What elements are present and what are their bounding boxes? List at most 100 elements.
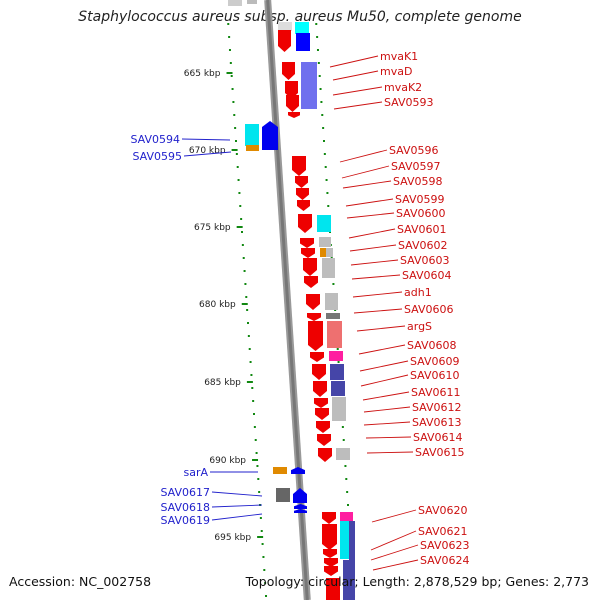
- feature-box: [276, 488, 290, 502]
- reverse-gene-arrow: [308, 321, 323, 351]
- forward-gene-label: SAV0617: [160, 486, 210, 499]
- reverse-gene-label: SAV0598: [393, 175, 443, 188]
- label-leader: [363, 421, 411, 426]
- reverse-gene-arrow: [303, 258, 317, 276]
- reverse-gene-label: mvaD: [380, 65, 412, 78]
- label-leader: [366, 451, 414, 454]
- feature-box: [273, 467, 287, 474]
- label-leader: [346, 212, 395, 219]
- reverse-gene-arrow: [318, 448, 332, 462]
- label-leader: [211, 491, 263, 497]
- label-leader: [362, 391, 410, 401]
- reverse-gene-label: SAV0624: [420, 554, 470, 567]
- feature-box: [246, 145, 259, 151]
- label-leader: [350, 259, 399, 266]
- feature-box: [329, 351, 343, 361]
- label-leader: [365, 436, 412, 439]
- forward-gene-label: sarA: [183, 466, 208, 479]
- label-leader: [351, 274, 401, 280]
- label-leader: [349, 244, 397, 252]
- feature-box: [340, 512, 353, 522]
- feature-box: [301, 62, 317, 109]
- label-leader: [371, 509, 417, 523]
- reverse-gene-label: SAV0623: [420, 539, 470, 552]
- forward-gene-label: SAV0594: [130, 133, 180, 146]
- reverse-gene-label: SAV0608: [407, 339, 457, 352]
- label-leader: [359, 360, 409, 372]
- label-leader: [363, 406, 411, 413]
- feature-box: [340, 521, 349, 559]
- reverse-gene-label: SAV0602: [398, 239, 448, 252]
- reverse-gene-label: SAV0610: [410, 369, 460, 382]
- label-leader: [370, 544, 419, 561]
- feature-box: [343, 560, 355, 600]
- reverse-gene-label: SAV0597: [391, 160, 441, 173]
- reverse-gene-arrow: [306, 294, 320, 310]
- kbp-label: 680 kbp: [199, 300, 236, 310]
- left-dotted-guide: [227, 23, 268, 597]
- feature-box: [327, 321, 342, 348]
- feature-box: [320, 248, 326, 257]
- reverse-gene-label: SAV0601: [397, 223, 447, 236]
- forward-gene-arrow: [294, 504, 307, 509]
- label-leader: [348, 228, 396, 239]
- reverse-gene-arrow: [288, 112, 300, 118]
- reverse-gene-arrow: [286, 95, 299, 112]
- reverse-gene-label: SAV0609: [410, 355, 460, 368]
- reverse-gene-label: SAV0606: [404, 303, 454, 316]
- feature-box: [326, 313, 340, 319]
- reverse-gene-label: SAV0611: [411, 386, 461, 399]
- reverse-gene-label: SAV0603: [400, 254, 450, 267]
- reverse-gene-label: mvaK1: [380, 50, 418, 63]
- reverse-gene-arrow: [322, 524, 337, 550]
- gene-features: [228, 0, 355, 600]
- label-leader: [353, 308, 403, 314]
- feature-box: [326, 248, 333, 257]
- kbp-scale: 665 kbp 670 kbp 675 kbp 680 kbp 685 kbp 690 k…: [184, 69, 264, 543]
- kbp-label: 670 kbp: [189, 146, 226, 156]
- label-leader: [339, 149, 388, 163]
- label-leader: [181, 138, 231, 141]
- label-leader: [332, 86, 383, 96]
- reverse-gene-arrow: [296, 188, 309, 200]
- reverse-gene-label: SAV0613: [412, 416, 462, 429]
- feature-box: [349, 521, 355, 561]
- reverse-gene-arrow: [313, 381, 327, 397]
- feature-box: [317, 215, 331, 232]
- reverse-gene-label: SAV0620: [418, 504, 468, 517]
- reverse-gene-arrow: [324, 558, 338, 567]
- label-leader: [341, 165, 390, 179]
- reverse-gene-label: SAV0615: [415, 446, 465, 459]
- reverse-gene-label: SAV0604: [402, 269, 452, 282]
- reverse-gene-arrow: [301, 248, 315, 258]
- feature-box: [325, 293, 338, 310]
- reverse-gene-label: SAV0593: [384, 96, 434, 109]
- accession-text: Accession: NC_002758: [9, 574, 152, 589]
- forward-gene-arrow: [293, 488, 307, 503]
- reverse-gene-arrow: [316, 421, 330, 433]
- label-leader: [356, 325, 406, 332]
- label-leader: [345, 198, 394, 207]
- reverse-gene-label: SAV0599: [395, 193, 445, 206]
- forward-gene-arrow: [291, 467, 305, 474]
- reverse-gene-arrow: [300, 238, 314, 248]
- reverse-gene-arrow: [297, 200, 310, 211]
- reverse-gene-label: adh1: [404, 286, 432, 299]
- reverse-gene-arrow: [282, 62, 295, 80]
- reverse-gene-label: SAV0621: [418, 525, 468, 538]
- reverse-gene-arrow: [298, 214, 312, 233]
- reverse-gene-arrow: [314, 398, 328, 408]
- kbp-label: 675 kbp: [194, 223, 231, 233]
- label-leader: [329, 55, 379, 68]
- feature-box: [331, 381, 345, 396]
- reverse-gene-arrow: [323, 549, 337, 558]
- label-leader: [333, 101, 383, 110]
- label-leader: [372, 559, 419, 571]
- reverse-gene-arrow: [310, 352, 324, 362]
- reverse-gene-arrow: [317, 434, 331, 446]
- reverse-gene-arrow: [307, 313, 321, 321]
- forward-gene-arrow: [294, 509, 307, 513]
- reverse-gene-arrow: [292, 156, 306, 176]
- genome-title: Staphylococcus aureus subsp. aureus Mu50…: [78, 9, 522, 25]
